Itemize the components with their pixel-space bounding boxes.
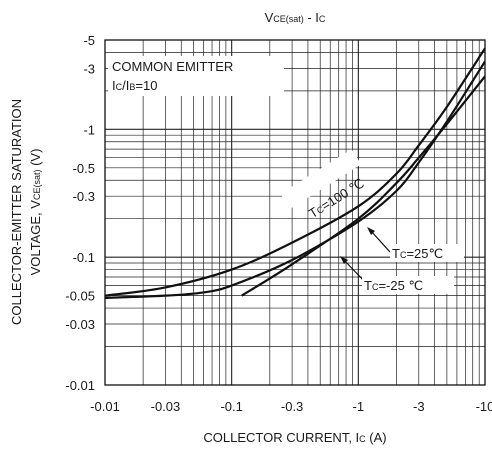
x-axis-label: COLLECTOR CURRENT, IC (A) (203, 430, 386, 445)
y-axis-label-line-1: COLLECTOR-EMITTER SATURATION (9, 99, 24, 325)
annotation-tc25-arrow (370, 230, 391, 253)
annotation-tc25-arrowhead (367, 227, 375, 235)
y-tick-label: -0.01 (65, 378, 95, 393)
legend-line-1: COMMON EMITTER (112, 59, 233, 74)
y-tick-label: -3 (83, 61, 95, 76)
x-tick-label: -1 (353, 399, 365, 414)
annotation-tc-25-arrow (343, 259, 366, 283)
x-tick-label: -10 (476, 399, 492, 414)
annotation-tc-25-bg (362, 276, 454, 294)
legend-line-2: IC/IB=10 (112, 78, 157, 93)
y-axis-label-line-2: VOLTAGE, VCE(sat) (V) (28, 149, 43, 276)
annotation-tc100-bg (280, 149, 362, 209)
legend-box: COMMON EMITTER IC/IB=10 (108, 56, 284, 96)
x-tick-label: -0.03 (151, 399, 181, 414)
plot-frame (104, 39, 486, 386)
annotation-tc-25-label: TC=-25 ℃ (364, 278, 423, 293)
y-tick-label: -1 (83, 122, 95, 137)
y-tick-label: -0.05 (65, 289, 95, 304)
y-tick-label: -0.1 (73, 250, 95, 265)
series-lines (105, 47, 485, 300)
legend-box-frame (108, 56, 284, 96)
annotation-tc25-bg (390, 244, 464, 262)
x-tick-label: -0.01 (90, 399, 120, 414)
y-tick-label: -5 (83, 33, 95, 48)
series-line-tc-minus25 (241, 75, 485, 297)
annotation-tc-25-arrowhead (340, 256, 348, 264)
annotation-tc-25: TC=-25 ℃ (340, 256, 454, 294)
y-tick-label: -0.5 (73, 161, 95, 176)
chart-title: VCE(sat) - IC (265, 10, 326, 25)
x-tick-label: -0.3 (281, 399, 303, 414)
y-tick-label: -0.03 (65, 317, 95, 332)
y-axis-tick-labels: -5 -3 -1 -0.5 -0.3 -0.1 -0.05 -0.03 -0.01 (65, 33, 95, 393)
annotation-tc25: TC=25℃ (367, 227, 464, 262)
x-tick-label: -3 (413, 399, 425, 414)
series-line-tc-100 (105, 47, 485, 297)
grid-lines (105, 40, 485, 385)
x-axis-tick-labels: -0.01 -0.03 -0.1 -0.3 -1 -3 -10 (90, 399, 492, 414)
x-tick-label: -0.1 (220, 399, 242, 414)
y-tick-label: -0.3 (73, 189, 95, 204)
annotation-tc25-label: TC=25℃ (392, 246, 443, 261)
